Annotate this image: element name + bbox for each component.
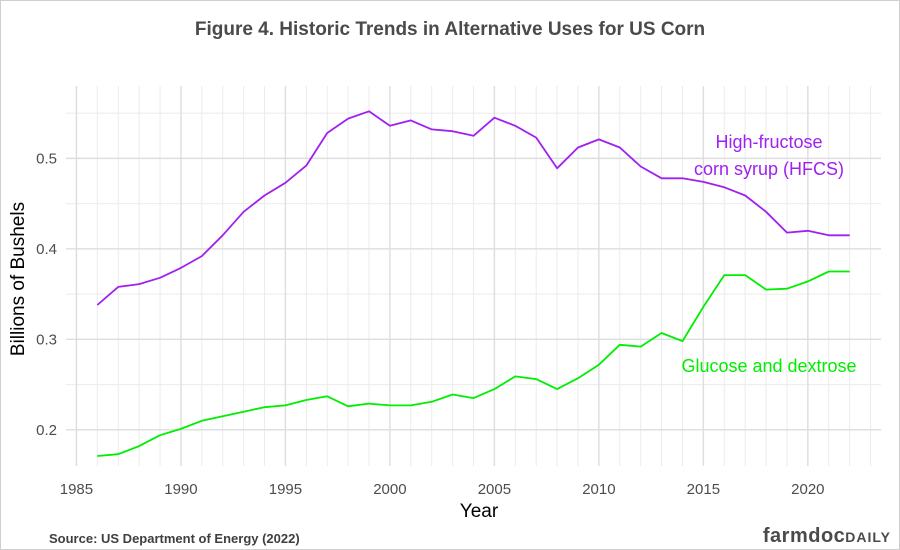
y-tick-label: 0.2 [36, 422, 57, 439]
x-tick-label: 2000 [373, 481, 406, 498]
series-label: Glucose and dextrose [681, 356, 856, 376]
x-tick-label: 1995 [269, 481, 302, 498]
series-labels: High-fructose corn syrup (HFCS) Glucose an… [681, 132, 856, 376]
x-tick-label: 1985 [60, 481, 93, 498]
x-tick-label: 2005 [478, 481, 511, 498]
y-tick-label: 0.3 [36, 331, 57, 348]
series-lines [96, 110, 850, 457]
x-tick-label: 2020 [791, 481, 824, 498]
x-tick-label: 2010 [582, 481, 615, 498]
x-tick-label: 1990 [164, 481, 197, 498]
brand-logo: farmdocDAILY [763, 525, 891, 548]
series-label: corn syrup (HFCS) [694, 159, 844, 179]
logo-sub: DAILY [845, 529, 891, 545]
chart-title: Figure 4. Historic Trends in Alternative… [194, 19, 706, 40]
series-line-hfcs [96, 110, 850, 306]
y-tick-label: 0.4 [36, 241, 57, 258]
source-note: Source: US Department of Energy (2022) [49, 531, 300, 546]
x-axis-label: Year [460, 501, 499, 522]
series-label: High-fructose [715, 132, 822, 152]
x-tick-label: 2015 [687, 481, 720, 498]
grid [66, 86, 881, 466]
y-tick-label: 0.5 [36, 150, 57, 167]
y-axis-label: Billions of Bushels [8, 202, 29, 356]
series-line-glucose-dextrose [97, 270, 850, 457]
y-axis-ticks: 0.2 0.3 0.4 0.5 [36, 150, 57, 438]
logo-main: farmdoc [762, 525, 846, 547]
x-axis-ticks: 1985 1990 1995 2000 2005 2010 2015 2020 [60, 481, 825, 498]
